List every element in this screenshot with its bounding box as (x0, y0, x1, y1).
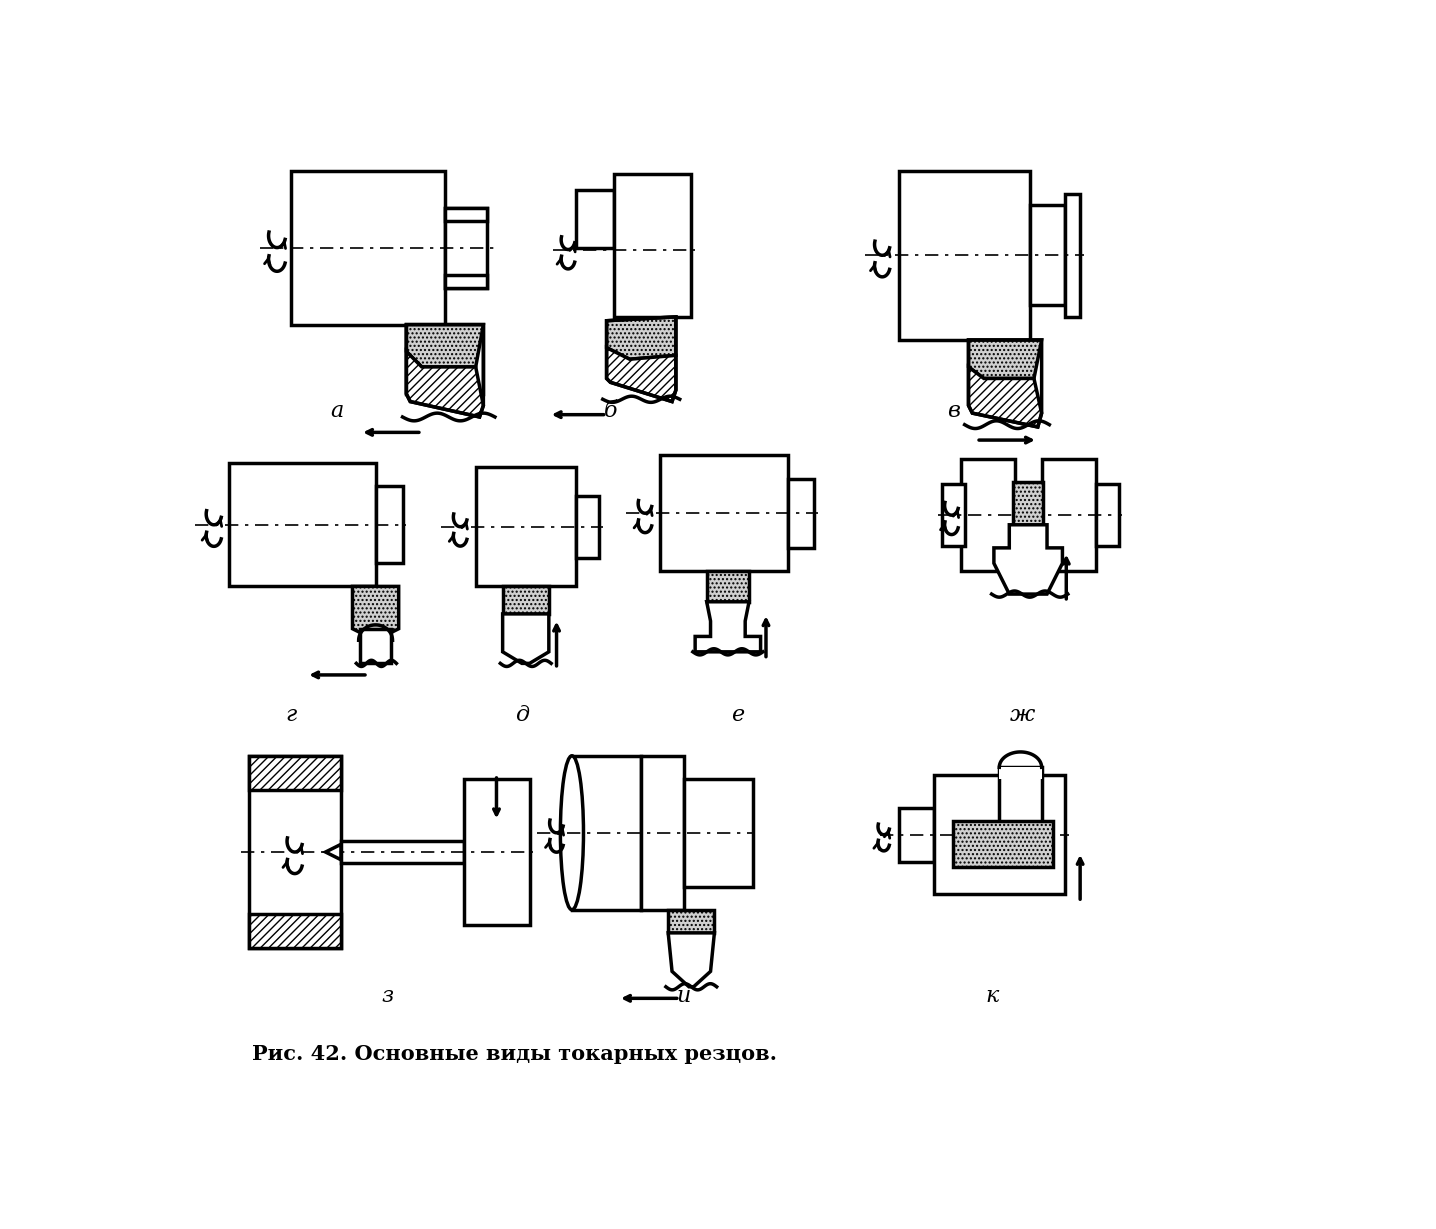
Polygon shape (695, 602, 761, 651)
Polygon shape (994, 525, 1063, 594)
Polygon shape (606, 317, 676, 359)
Polygon shape (406, 324, 484, 393)
Polygon shape (406, 324, 484, 367)
Polygon shape (360, 629, 391, 664)
Polygon shape (292, 171, 445, 324)
Polygon shape (668, 933, 714, 987)
Polygon shape (230, 463, 376, 586)
Polygon shape (475, 467, 576, 586)
Polygon shape (406, 351, 484, 417)
Polygon shape (576, 497, 599, 558)
Polygon shape (899, 807, 933, 862)
Text: з: з (381, 986, 393, 1008)
Text: к: к (985, 986, 998, 1008)
Text: е: е (731, 704, 744, 726)
Polygon shape (326, 844, 340, 860)
Polygon shape (1064, 194, 1080, 317)
Text: ж: ж (1010, 704, 1035, 726)
Polygon shape (503, 586, 549, 614)
Polygon shape (464, 779, 530, 925)
Text: а: а (330, 399, 343, 422)
Polygon shape (615, 175, 691, 317)
Polygon shape (668, 909, 714, 933)
Polygon shape (684, 779, 752, 886)
Polygon shape (445, 208, 487, 289)
Polygon shape (248, 756, 340, 790)
Text: Рис. 42. Основные виды токарных резцов.: Рис. 42. Основные виды токарных резцов. (253, 1043, 777, 1064)
Polygon shape (661, 456, 787, 571)
Polygon shape (248, 756, 340, 949)
Polygon shape (445, 274, 487, 289)
Polygon shape (352, 586, 399, 640)
Polygon shape (606, 348, 676, 402)
Polygon shape (445, 208, 487, 221)
Polygon shape (248, 913, 340, 949)
Polygon shape (1096, 484, 1119, 546)
Text: б: б (603, 399, 617, 422)
Text: д: д (516, 704, 528, 726)
Polygon shape (572, 756, 642, 909)
Polygon shape (942, 484, 965, 546)
Polygon shape (999, 767, 1041, 779)
Polygon shape (1030, 205, 1064, 305)
Polygon shape (1014, 483, 1043, 525)
Polygon shape (503, 614, 549, 664)
Polygon shape (376, 487, 402, 563)
Text: г: г (286, 704, 296, 726)
Polygon shape (899, 171, 1030, 340)
Polygon shape (787, 478, 814, 548)
Ellipse shape (560, 756, 583, 909)
Polygon shape (340, 841, 464, 863)
Text: в: в (946, 399, 959, 422)
Polygon shape (1041, 460, 1096, 571)
Polygon shape (968, 340, 1041, 379)
Polygon shape (968, 367, 1041, 426)
Polygon shape (576, 189, 615, 247)
Polygon shape (933, 775, 1064, 895)
Text: и: и (676, 986, 691, 1008)
Polygon shape (999, 767, 1041, 828)
Polygon shape (707, 571, 750, 602)
Polygon shape (961, 460, 1015, 571)
Polygon shape (642, 756, 684, 909)
Polygon shape (954, 821, 1053, 868)
